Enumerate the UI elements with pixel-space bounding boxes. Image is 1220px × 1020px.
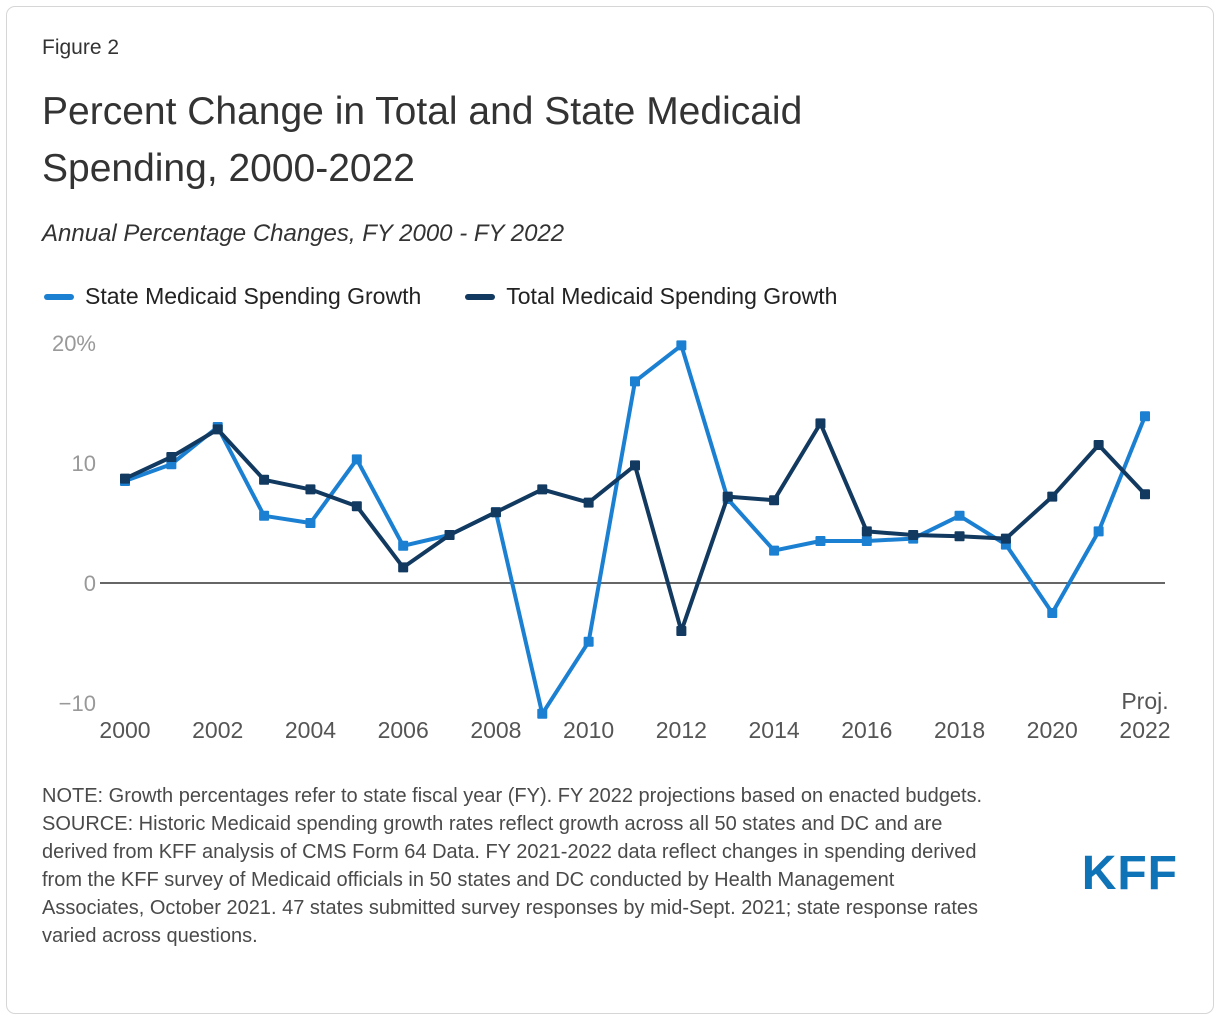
total-medicaid-point: [444, 530, 455, 540]
total-medicaid-point: [815, 418, 826, 429]
total-medicaid-point: [722, 491, 733, 502]
state-medicaid-point: [630, 376, 640, 387]
x-axis-label: 2010: [563, 717, 614, 743]
chart-title-line-2: Spending, 2000-2022: [42, 146, 415, 190]
state-medicaid-point: [861, 536, 872, 546]
state-medicaid-point: [537, 708, 548, 719]
state-medicaid-point: [351, 454, 362, 465]
state-medicaid-point: [954, 510, 965, 521]
x-axis-label: 2012: [656, 717, 707, 743]
total-medicaid-point: [120, 473, 130, 484]
state-medicaid-point: [398, 540, 409, 551]
state-medicaid-point: [1093, 526, 1104, 537]
y-axis-label: 20%: [52, 331, 96, 356]
state-medicaid-point: [259, 510, 270, 521]
total-medicaid-point: [769, 495, 780, 506]
note-text: NOTE: Growth percentages refer to state …: [42, 785, 983, 807]
total-line-swatch: [465, 293, 496, 300]
total-medicaid-point: [537, 484, 548, 495]
total-medicaid-point: [1093, 440, 1104, 450]
state-medicaid-point: [815, 536, 826, 546]
y-axis-label: −10: [59, 691, 96, 716]
y-axis-label: 0: [84, 571, 96, 596]
x-axis-label: 2002: [192, 717, 243, 743]
total-medicaid-point: [908, 530, 919, 540]
state-medicaid-point: [676, 340, 687, 351]
total-medicaid-point: [676, 626, 687, 636]
total-medicaid-point: [490, 507, 501, 518]
chart-title: Percent Change in Total and State Medica…: [42, 84, 1062, 197]
x-axis-label: 2006: [378, 717, 429, 743]
total-medicaid-point: [351, 501, 362, 512]
chart-subtitle: Annual Percentage Changes, FY 2000 - FY …: [42, 220, 565, 247]
figure-border: [6, 6, 1214, 1014]
total-medicaid-point: [630, 460, 640, 471]
x-axis-label: 2018: [934, 717, 985, 743]
x-axis-label: 2016: [841, 717, 892, 743]
x-axis-label: 2008: [470, 717, 521, 743]
total-medicaid-point: [305, 484, 316, 495]
legend-item-total: Total Medicaid Spending Growth: [465, 283, 837, 310]
x-axis-label: 2000: [99, 717, 150, 743]
total-medicaid-point: [1000, 533, 1011, 544]
total-medicaid-point: [861, 526, 872, 537]
total-medicaid-point: [1047, 491, 1058, 502]
total-medicaid-line: [123, 421, 1147, 633]
legend-label-state: State Medicaid Spending Growth: [85, 283, 422, 309]
state-medicaid-line: [123, 343, 1147, 716]
state-medicaid-point: [583, 636, 594, 647]
x-axis-label: 2022: [1119, 717, 1170, 743]
state-medicaid-point: [1047, 608, 1058, 618]
x-axis-label: 2020: [1027, 717, 1078, 743]
figure-label: Figure 2: [42, 36, 120, 59]
state-line-swatch: [44, 293, 74, 300]
x-axis-label: 2014: [749, 717, 800, 743]
chart-legend: State Medicaid Spending Growth Total Med…: [44, 283, 837, 310]
total-medicaid-point: [398, 562, 409, 573]
chart-title-line-1: Percent Change in Total and State Medica…: [42, 90, 803, 133]
footnotes: NOTE: Growth percentages refer to state …: [42, 782, 990, 950]
legend-item-state: State Medicaid Spending Growth: [44, 283, 421, 310]
source-text: SOURCE: Historic Medicaid spending growt…: [42, 813, 979, 947]
total-medicaid-point: [954, 531, 965, 542]
legend-label-total: Total Medicaid Spending Growth: [506, 283, 838, 309]
total-medicaid-point: [583, 497, 594, 508]
state-medicaid-point: [1140, 411, 1150, 422]
projection-label: Proj.: [1121, 688, 1168, 714]
total-medicaid-point: [166, 452, 177, 462]
total-medicaid-point: [1140, 489, 1150, 500]
total-medicaid-point: [212, 424, 223, 435]
total-medicaid-point: [259, 474, 270, 485]
x-axis-label: 2004: [285, 717, 336, 743]
kff-logo: KFF: [1081, 847, 1178, 900]
state-medicaid-point: [769, 545, 780, 556]
state-medicaid-point: [305, 518, 316, 528]
y-axis-label: 10: [72, 451, 96, 476]
